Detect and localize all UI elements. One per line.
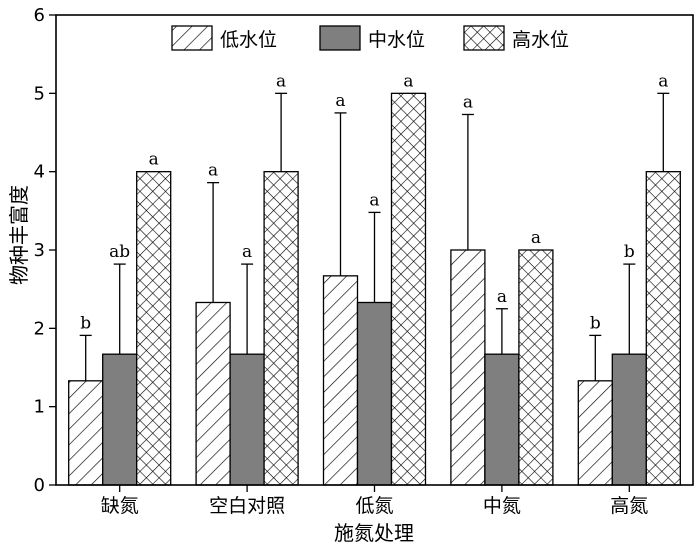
legend-swatch bbox=[463, 25, 505, 51]
x-tick-label: 低氮 bbox=[355, 495, 393, 517]
significance-label: a bbox=[403, 71, 413, 91]
plot-area: 0 1 2 3 4 5 6 缺氮 b ab a 空白对照 a a a 低氮 a a a 中氮 a a a 高氮 b b a bbox=[34, 5, 694, 517]
significance-label: a bbox=[149, 150, 159, 170]
bar bbox=[68, 380, 104, 486]
bar bbox=[356, 301, 393, 486]
x-tick-label: 缺氮 bbox=[101, 495, 139, 517]
bar bbox=[136, 171, 172, 486]
legend-label: 中水位 bbox=[368, 29, 425, 51]
significance-label: a bbox=[335, 91, 345, 111]
significance-label: b bbox=[624, 242, 635, 262]
legend-swatch bbox=[171, 25, 213, 51]
significance-label: ab bbox=[109, 242, 130, 262]
significance-label: a bbox=[658, 71, 668, 91]
y-tick-label: 6 bbox=[34, 5, 45, 26]
bar bbox=[577, 380, 613, 486]
legend-label: 低水位 bbox=[220, 29, 277, 51]
x-tick-label: 空白对照 bbox=[209, 495, 285, 517]
y-tick-label: 3 bbox=[34, 240, 45, 261]
bar bbox=[518, 249, 554, 486]
significance-label: a bbox=[242, 242, 252, 262]
significance-label: a bbox=[276, 71, 286, 91]
x-tick-label: 高氮 bbox=[610, 495, 648, 517]
y-tick-label: 1 bbox=[34, 397, 45, 418]
significance-label: a bbox=[208, 161, 218, 181]
bar bbox=[102, 353, 138, 486]
bar bbox=[484, 353, 520, 486]
x-tick-label: 中氮 bbox=[483, 495, 521, 517]
bar bbox=[450, 249, 486, 486]
significance-label: b bbox=[80, 313, 91, 333]
bar bbox=[195, 301, 231, 486]
y-tick-label: 0 bbox=[34, 475, 45, 496]
x-axis-title: 施氮处理 bbox=[334, 521, 414, 545]
bar bbox=[263, 171, 299, 486]
legend-swatch bbox=[319, 25, 361, 51]
bar bbox=[390, 92, 427, 486]
plot-frame bbox=[55, 14, 694, 486]
legend: 低水位 中水位 高水位 bbox=[171, 25, 569, 51]
bar bbox=[322, 275, 359, 486]
significance-label: a bbox=[497, 287, 507, 307]
bar bbox=[229, 353, 265, 486]
significance-label: b bbox=[590, 313, 601, 333]
significance-label: a bbox=[531, 228, 541, 248]
significance-label: a bbox=[463, 92, 473, 112]
significance-label: a bbox=[369, 190, 379, 210]
bar bbox=[645, 171, 681, 486]
y-tick-label: 5 bbox=[34, 83, 45, 104]
y-tick-label: 2 bbox=[34, 318, 45, 339]
bar bbox=[611, 353, 647, 486]
legend-label: 高水位 bbox=[512, 29, 569, 51]
y-tick-label: 4 bbox=[34, 162, 45, 183]
y-axis-title: 物种丰富度 bbox=[7, 185, 31, 285]
